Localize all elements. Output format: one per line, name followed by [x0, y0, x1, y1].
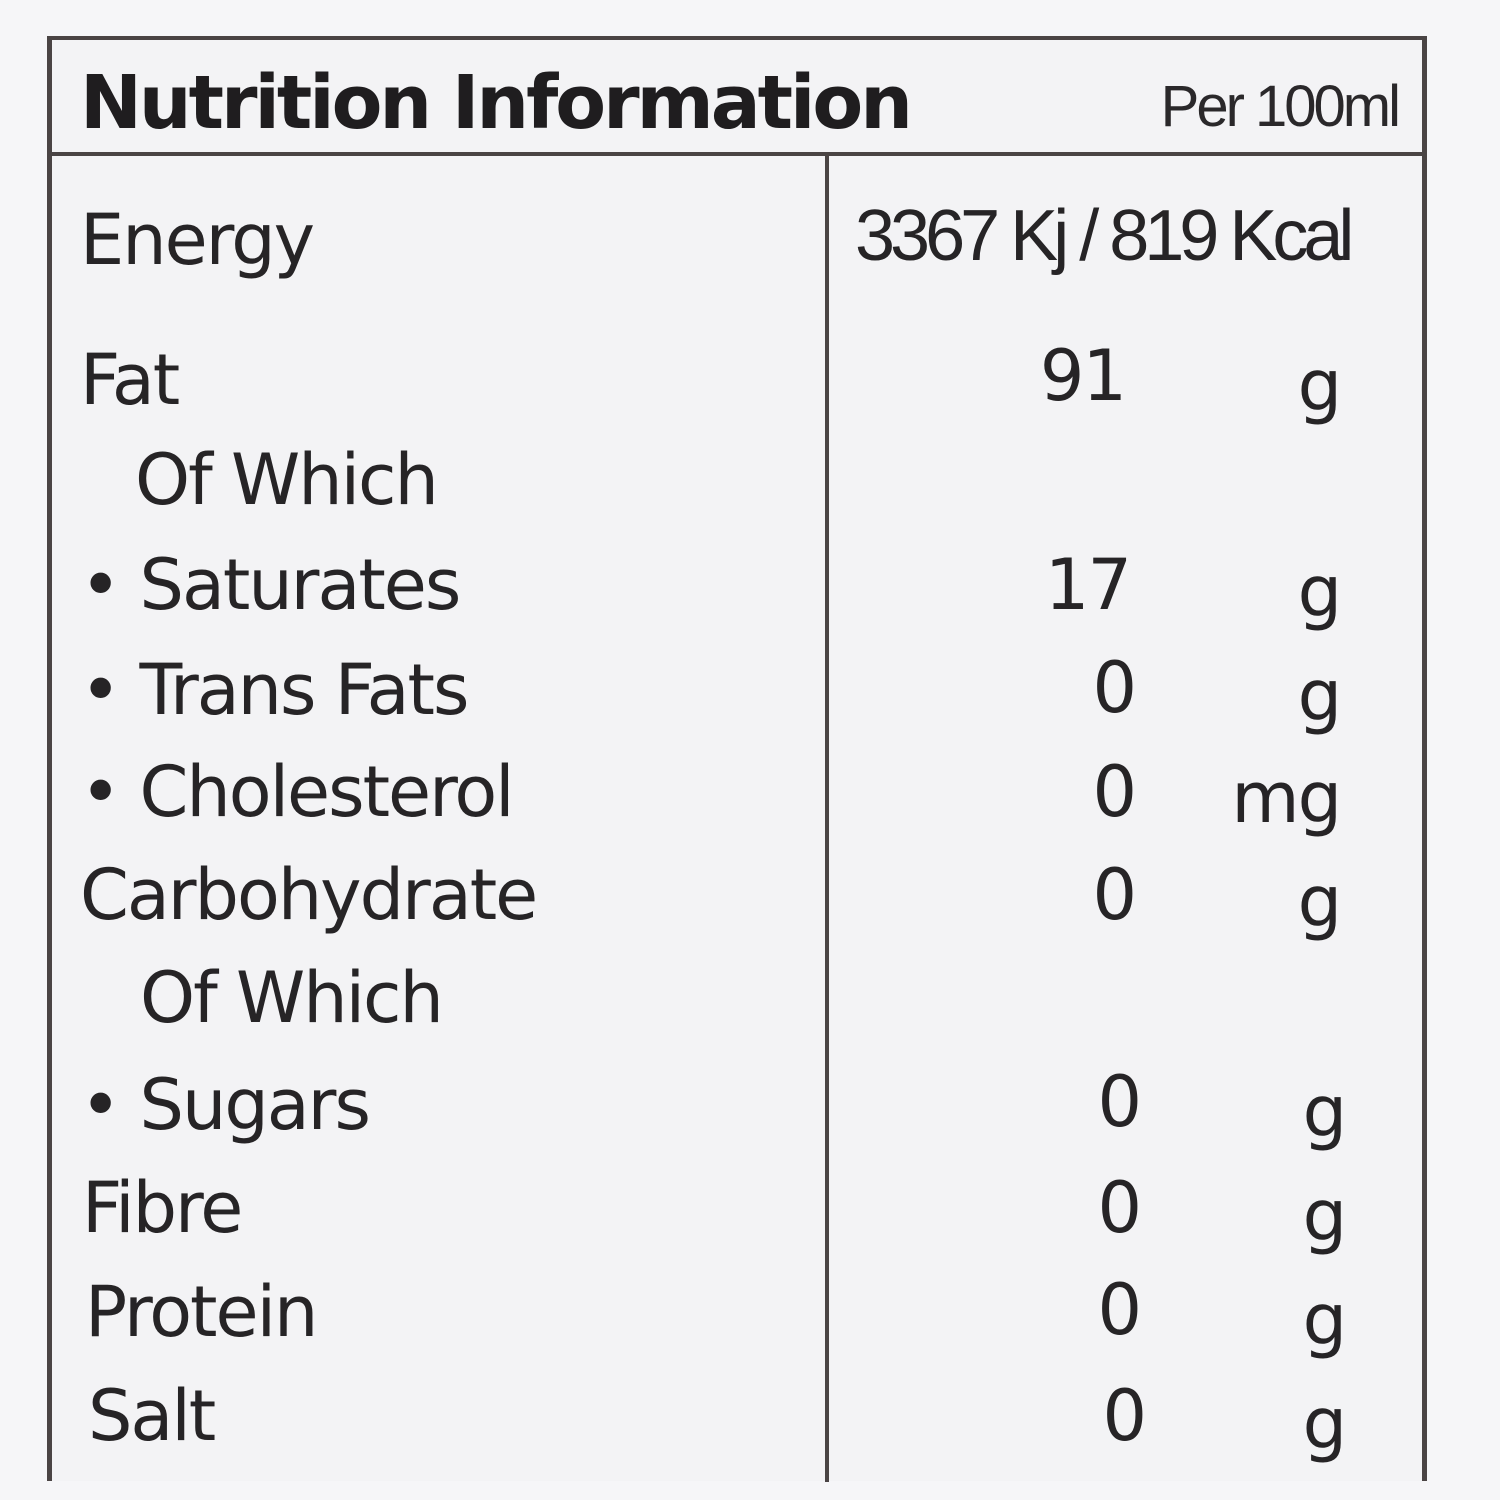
nutrition-label — [47, 36, 1427, 1481]
nutrient-value-cholesterol: 0 — [1092, 751, 1137, 833]
per-serving-label: Per 100ml — [1160, 74, 1401, 139]
energy-label: Energy — [80, 199, 315, 281]
nutrient-value-trans-fats: 0 — [1092, 647, 1137, 729]
nutrient-label-protein: Protein — [85, 1271, 318, 1353]
nutrient-value-protein: 0 — [1097, 1269, 1142, 1351]
nutrient-value-salt: 0 — [1102, 1375, 1147, 1457]
nutrient-unit-protein: g — [1302, 1279, 1347, 1361]
nutrient-value-saturates: 17 — [1044, 544, 1132, 626]
nutrient-label-salt: Salt — [88, 1375, 216, 1457]
nutrient-unit-cholesterol: mg — [1231, 757, 1342, 839]
energy-value: 3367 Kj / 819 Kcal — [855, 196, 1354, 276]
nutrient-unit-fibre: g — [1302, 1175, 1347, 1257]
nutrient-unit-fat: g — [1297, 345, 1342, 427]
nutrient-label-of-which-2: Of Which — [140, 957, 444, 1039]
nutrient-unit-saturates: g — [1297, 551, 1342, 633]
nutrient-unit-carbohydrate: g — [1297, 861, 1342, 943]
nutrient-unit-trans-fats: g — [1297, 655, 1342, 737]
column-divider — [825, 152, 829, 1482]
nutrient-value-carbohydrate: 0 — [1092, 854, 1137, 936]
nutrient-label-fibre: Fibre — [82, 1167, 243, 1249]
nutrient-value-fibre: 0 — [1097, 1167, 1142, 1249]
nutrient-label-of-which: Of Which — [135, 439, 439, 521]
nutrition-title: Nutrition Information — [80, 60, 913, 146]
header-divider — [47, 152, 1427, 156]
nutrient-label-trans-fats: • Trans Fats — [80, 649, 469, 731]
nutrient-label-saturates: • Saturates — [80, 544, 461, 626]
nutrient-unit-salt: g — [1302, 1383, 1347, 1465]
nutrient-unit-sugars: g — [1302, 1071, 1347, 1153]
nutrient-label-cholesterol: • Cholesterol — [80, 751, 515, 833]
nutrient-label-fat: Fat — [80, 339, 180, 421]
nutrient-value-sugars: 0 — [1097, 1061, 1142, 1143]
nutrient-value-fat: 91 — [1039, 335, 1127, 417]
nutrient-label-sugars: • Sugars — [80, 1064, 371, 1146]
nutrient-label-carbohydrate: Carbohydrate — [80, 854, 538, 936]
